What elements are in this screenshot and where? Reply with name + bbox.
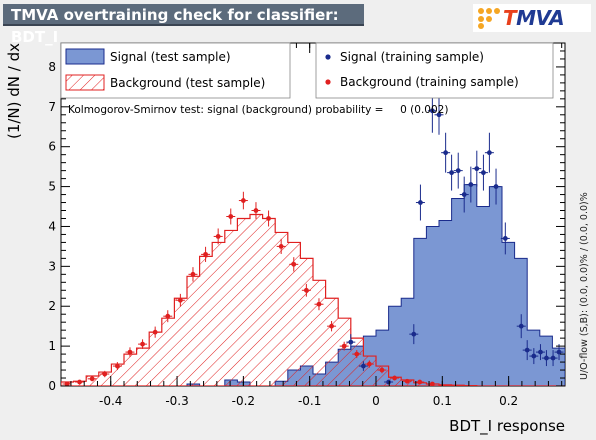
signal-train-point (493, 184, 499, 189)
signal-train-point (429, 108, 435, 114)
signal-train-point (411, 331, 417, 337)
background-train-point (354, 351, 360, 357)
signal-train-point (436, 112, 442, 118)
x-tick-label: 0 (372, 394, 380, 408)
background-train-point (228, 214, 234, 219)
background-train-point (89, 376, 95, 382)
background-train-point (266, 216, 271, 221)
y-tick-label: 1 (48, 339, 56, 353)
training-points (62, 88, 564, 386)
signal-train-point (524, 347, 530, 353)
background-train-point (379, 367, 385, 373)
signal-train-point (449, 170, 454, 176)
background-train-point (291, 261, 297, 267)
legend-background-train-marker (325, 79, 331, 85)
background-test-histogram (61, 213, 565, 386)
y-tick-label: 0 (48, 379, 56, 393)
signal-train-point (556, 349, 562, 355)
signal-train-point (538, 349, 543, 355)
legend-right-box (315, 42, 554, 99)
legend-signal-test-label: Signal (test sample) (110, 50, 231, 64)
tmva-logo: TMVA (473, 4, 591, 32)
logo-text: TMVA (503, 6, 565, 30)
legend-background-test-swatch (65, 74, 105, 91)
background-train-point (177, 297, 183, 303)
legend: Signal (test sample) Background (test sa… (60, 42, 554, 99)
signal-train-point (418, 200, 423, 205)
y-tick-label: 8 (48, 60, 56, 74)
background-train-point (417, 379, 423, 385)
x-tick-label: 0.2 (499, 394, 518, 408)
background-train-point (190, 271, 196, 277)
background-train-point (303, 287, 309, 293)
signal-train-point (487, 150, 492, 156)
y-tick-label: 3 (48, 259, 56, 273)
signal-train-point (386, 379, 391, 385)
background-train-point (404, 378, 410, 384)
x-tick-label: -0.1 (298, 394, 321, 408)
signal-train-point (518, 323, 524, 329)
background-train-point (77, 379, 82, 385)
chart-title: TMVA overtraining check for classifier: … (3, 4, 364, 46)
legend-signal-test-swatch (65, 48, 105, 65)
background-train-point (127, 349, 133, 355)
background-train-point (253, 208, 259, 213)
y-tick-label: 7 (48, 100, 56, 114)
background-train-point (278, 244, 284, 249)
y-axis-label: (1/N) dN / dx (5, 43, 23, 139)
legend-background-test-label: Background (test sample) (110, 76, 265, 90)
signal-train-point (502, 236, 508, 241)
background-train-point (64, 381, 70, 386)
signal-train-point (550, 355, 556, 361)
background-train-point (114, 363, 120, 369)
background-train-point (240, 198, 246, 203)
background-train-point (316, 301, 322, 307)
x-axis-label: BDT_I response (449, 417, 565, 436)
background-train-point (152, 329, 158, 335)
signal-train-point (361, 363, 366, 369)
signal-train-point (481, 170, 486, 176)
x-tick-label: -0.4 (99, 394, 122, 408)
background-train-point (392, 375, 397, 381)
signal-train-point (474, 166, 480, 172)
signal-train-point (461, 192, 467, 197)
y-tick-label: 5 (48, 180, 56, 194)
y-tick-label: 2 (48, 299, 56, 313)
signal-train-point (348, 339, 354, 345)
signal-train-point (544, 355, 549, 361)
signal-train-point (531, 353, 537, 359)
legend-signal-train-marker (325, 54, 331, 60)
background-train-point (429, 381, 435, 386)
background-train-point (203, 251, 208, 257)
background-train-point (329, 323, 334, 329)
x-tick-label: -0.3 (165, 394, 188, 408)
background-train-point (102, 371, 108, 377)
signal-train-point (468, 182, 474, 187)
background-train-point (366, 361, 372, 367)
overflow-note: U/O-flow (S,B): (0.0, 0.0)% / (0.0, 0.0)… (579, 192, 590, 380)
logo-dots-icon (478, 8, 500, 29)
y-tick-label: 6 (48, 140, 56, 154)
x-tick-label: 0.1 (433, 394, 452, 408)
background-train-point (140, 341, 145, 347)
legend-background-train-label: Background (training sample) (340, 75, 519, 89)
signal-train-point (443, 150, 449, 156)
y-tick-label: 4 (48, 219, 56, 233)
background-train-point (341, 343, 347, 349)
legend-signal-train-label: Signal (training sample) (340, 50, 484, 64)
background-train-point (215, 234, 221, 239)
signal-train-point (455, 168, 461, 174)
background-train-point (165, 313, 171, 319)
x-tick-label: -0.2 (232, 394, 255, 408)
ks-test-text: Kolmogorov-Smirnov test: signal (backgro… (68, 104, 448, 116)
